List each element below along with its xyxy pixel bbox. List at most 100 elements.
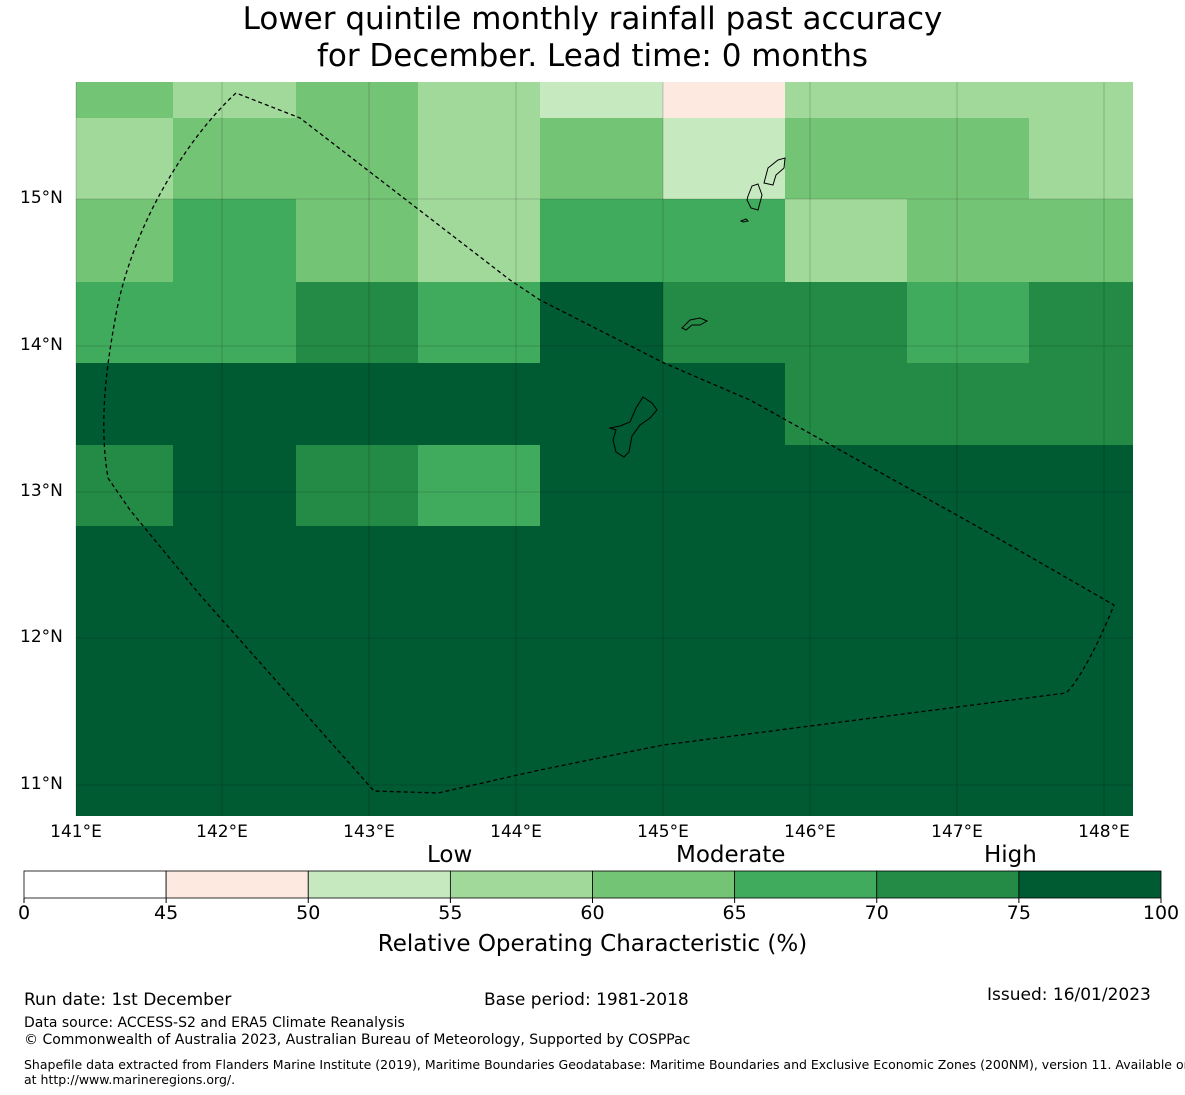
map-title-line1: Lower quintile monthly rainfall past acc… [242, 1, 943, 37]
grid-cell [418, 445, 540, 526]
grid-cell [418, 282, 540, 363]
legend-category-moderate: Moderate [676, 842, 786, 868]
colorbar-bin [592, 870, 736, 899]
longitude-label: 148°E [1078, 822, 1130, 842]
colorbar-bin [1018, 870, 1162, 899]
grid-cell [173, 445, 296, 526]
grid-cell [907, 608, 1029, 689]
grid-cell [76, 608, 173, 689]
grid-cell [907, 445, 1029, 526]
latitude-label: 11°N [20, 774, 63, 794]
grid-cell [663, 445, 785, 526]
colorbar-tick-label: 0 [17, 902, 31, 924]
grid-cell [1029, 82, 1133, 118]
grid-cell [296, 689, 418, 771]
grid-cell [296, 526, 418, 608]
island-rota [681, 317, 709, 331]
colorbar-tick-label: 65 [722, 902, 747, 924]
grid-cell [540, 771, 663, 816]
latitude-label: 13°N [20, 481, 63, 501]
grid-cell [907, 689, 1029, 771]
longitude-label: 143°E [343, 822, 395, 842]
map-title-line2: for December. Lead time: 0 months [316, 38, 869, 74]
grid-cell [1029, 445, 1133, 526]
grid-cell [785, 118, 907, 199]
grid-cell [540, 282, 663, 363]
island-aguijan [739, 218, 750, 223]
grid-cell [418, 199, 540, 282]
grid-cell [1029, 118, 1133, 199]
grid-cell [907, 118, 1029, 199]
grid-cell [540, 199, 663, 282]
grid-cell [418, 608, 540, 689]
grid-cell [785, 445, 907, 526]
longitude-label: 142°E [196, 822, 248, 842]
grid-cell [907, 771, 1029, 816]
eez-boundary [103, 92, 1115, 794]
longitude-label: 145°E [637, 822, 689, 842]
colorbar-tick-label: 60 [580, 902, 605, 924]
grid-cell [173, 363, 296, 445]
grid-cell [173, 199, 296, 282]
grid-cell [907, 282, 1029, 363]
grid-cell [296, 363, 418, 445]
grid-cell [785, 526, 907, 608]
grid-cell [418, 526, 540, 608]
grid-cell [1029, 771, 1133, 816]
island-tinian [746, 183, 763, 211]
grid-cell [663, 771, 785, 816]
grid-cell [418, 689, 540, 771]
grid-cell [907, 199, 1029, 282]
grid-cell [663, 82, 785, 118]
grid-cell [173, 118, 296, 199]
grid-cell [76, 526, 173, 608]
run-date: Run date: 1st December [24, 990, 232, 1010]
grid-cell [663, 199, 785, 282]
grid-cell [76, 199, 173, 282]
grid-cell [907, 363, 1029, 445]
legend-category-high: High [984, 842, 1037, 868]
grid-cell [296, 82, 418, 118]
grid-cell [540, 363, 663, 445]
data-source: Data source: ACCESS-S2 and ERA5 Climate … [24, 1015, 405, 1031]
grid-cell [785, 363, 907, 445]
grid-cell [785, 199, 907, 282]
grid-cell [173, 689, 296, 771]
grid-cell [418, 363, 540, 445]
grid-cell [663, 118, 785, 199]
latitude-label: 12°N [20, 627, 63, 647]
grid-cell [663, 608, 785, 689]
latitude-label: 15°N [20, 188, 63, 208]
grid-cell [76, 363, 173, 445]
colorbar [23, 870, 1162, 903]
longitude-label: 144°E [490, 822, 542, 842]
issued-date: Issued: 16/01/2023 [987, 985, 1151, 1005]
grid-cell [173, 771, 296, 816]
grid-cell [540, 82, 663, 118]
grid-cell [907, 526, 1029, 608]
grid-cell [1029, 363, 1133, 445]
grid-cell [173, 526, 296, 608]
colorbar-bin [307, 870, 451, 899]
grid-cell [663, 526, 785, 608]
rainfall-grid [76, 82, 1133, 816]
colorbar-tick-label: 45 [154, 902, 179, 924]
grid-cell [418, 118, 540, 199]
grid-cell [907, 82, 1029, 118]
colorbar-bin [449, 870, 593, 899]
grid-cell [76, 771, 173, 816]
graticule [75, 82, 1133, 816]
grid-cell [296, 445, 418, 526]
island-saipan [763, 157, 786, 186]
longitude-label: 147°E [931, 822, 983, 842]
grid-cell [540, 608, 663, 689]
grid-cell [296, 118, 418, 199]
shapefile-credit-line2: at http://www.marineregions.org/. [24, 1072, 236, 1087]
colorbar-tick-label: 75 [1006, 902, 1031, 924]
grid-cell [296, 282, 418, 363]
longitude-label: 141°E [50, 822, 102, 842]
grid-cell [418, 771, 540, 816]
grid-cell [173, 282, 296, 363]
grid-cell [296, 608, 418, 689]
